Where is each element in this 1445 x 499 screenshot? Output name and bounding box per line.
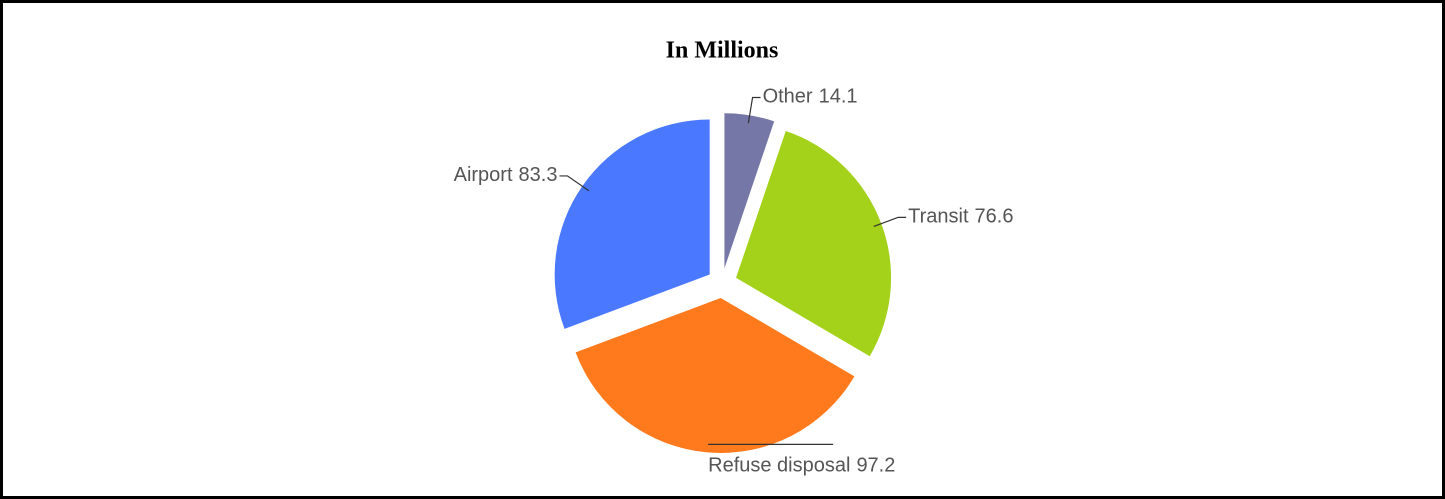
pie-slice	[724, 113, 775, 269]
label-name: Airport	[454, 164, 513, 186]
data-label: Refuse disposal 97.2	[708, 455, 895, 477]
leader-line	[559, 175, 590, 192]
data-label: Airport 83.3	[454, 164, 558, 186]
leader-line	[873, 216, 907, 227]
data-label: Transit 76.6	[908, 206, 1013, 228]
label-value: 97.2	[856, 455, 895, 477]
leader-line	[747, 96, 761, 124]
chart-title: In Millions	[666, 38, 779, 64]
label-value: 14.1	[819, 86, 858, 108]
pie-slice	[736, 130, 892, 357]
label-name: Transit	[908, 206, 969, 228]
pie-slice	[575, 297, 855, 453]
label-name: Other	[763, 86, 813, 108]
label-value: 83.3	[519, 164, 558, 186]
pie-slice	[554, 119, 710, 329]
label-value: 76.6	[975, 206, 1014, 228]
data-label: Other 14.1	[763, 86, 858, 108]
label-name: Refuse disposal	[708, 455, 850, 477]
